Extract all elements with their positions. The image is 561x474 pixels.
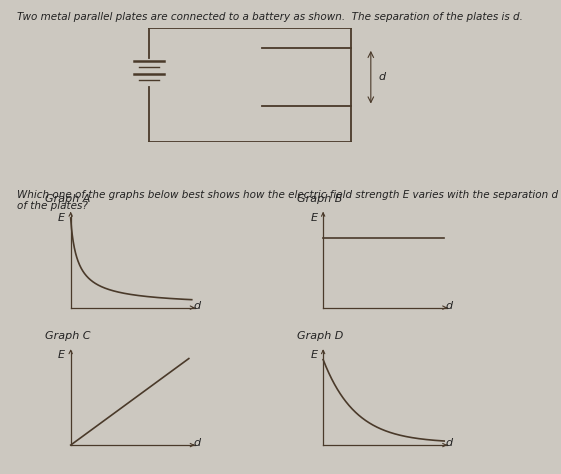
Text: d: d <box>194 301 200 311</box>
Text: E: E <box>58 213 65 223</box>
Text: E: E <box>58 350 65 360</box>
Text: d: d <box>446 438 453 448</box>
Text: E: E <box>310 350 318 360</box>
Text: Graph B: Graph B <box>297 194 343 204</box>
Text: d: d <box>378 72 385 82</box>
Text: Graph A: Graph A <box>45 194 90 204</box>
Text: d: d <box>446 301 453 311</box>
Text: d: d <box>194 438 200 448</box>
Text: Two metal parallel plates are connected to a battery as shown.  The separation o: Two metal parallel plates are connected … <box>17 12 523 22</box>
Text: Graph C: Graph C <box>45 331 90 341</box>
Text: Graph D: Graph D <box>297 331 344 341</box>
Text: E: E <box>310 213 318 223</box>
Text: Which one of the graphs below best shows how the electric field strength E varie: Which one of the graphs below best shows… <box>17 190 558 211</box>
